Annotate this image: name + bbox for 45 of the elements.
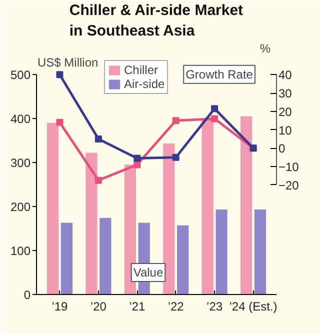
y2-tick-label: 40 [278,68,292,82]
bar [163,144,175,294]
y2-axis-title: % [260,42,271,56]
x-tick-label: ’21 [129,300,146,314]
x-tick-label: ’22 [168,300,184,314]
bar [254,210,266,294]
bar [177,225,189,294]
y2-tick-label: 20 [278,104,292,119]
point [172,117,180,124]
bar [216,210,228,294]
y-tick-label: 100 [10,244,31,258]
y-tick-label: 500 [10,68,31,82]
bar [60,222,72,294]
point [172,154,180,161]
bar [100,218,112,294]
annotation: Growth Rate [186,67,254,82]
y2-tick-label: −20 [278,178,300,192]
point [56,118,64,126]
y2-tick-label: 10 [278,123,292,138]
point [56,71,64,78]
annotation: Value [133,265,164,280]
y-axis-title: US$ Million [38,56,98,70]
x-tick-label: ’24 (Est.) [229,300,278,314]
x-tick-label: ’23 [206,300,223,314]
chart-title: Chiller & Air-side Market in Southeast Asia [69,2,244,40]
point [94,176,102,184]
bar [46,122,59,294]
bar [240,116,252,294]
bar [86,152,98,294]
point [94,135,102,142]
point [211,115,218,122]
point [134,154,141,162]
y-tick-label: 400 [10,112,31,126]
legend-label: Air-side [124,77,165,91]
x-tick-label: ’20 [90,300,107,314]
y2-tick-label: −10 [278,160,300,174]
y-tick-label: 0 [24,288,31,302]
x-tick-label: ’19 [52,300,68,314]
y2-tick-label: 30 [278,86,292,101]
legend-label: Chiller [124,63,158,77]
point [211,105,218,112]
bar [202,118,214,294]
y-tick-label: 200 [10,200,31,214]
y-tick-label: 300 [10,156,31,170]
y2-tick-label: 0 [278,142,286,156]
